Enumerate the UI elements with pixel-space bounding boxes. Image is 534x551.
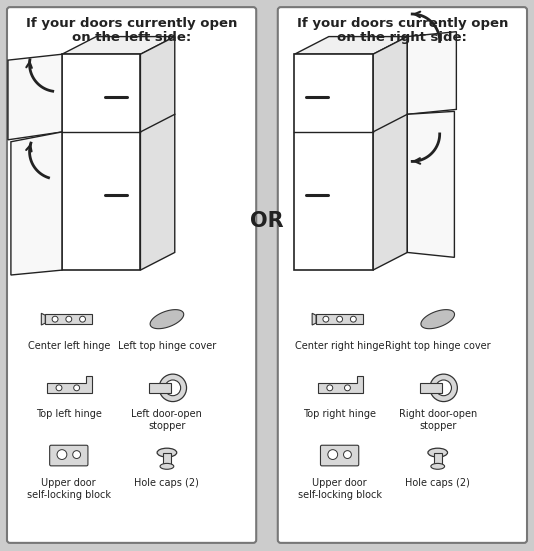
Polygon shape: [8, 54, 62, 140]
Circle shape: [430, 374, 457, 402]
Text: Upper door
self-locking block: Upper door self-locking block: [297, 478, 382, 500]
Bar: [62, 54, 140, 270]
FancyBboxPatch shape: [7, 7, 256, 543]
Text: on the right side:: on the right side:: [337, 31, 467, 44]
Text: Left top hinge cover: Left top hinge cover: [118, 341, 216, 351]
Polygon shape: [47, 376, 92, 393]
Text: Right door-open
stopper: Right door-open stopper: [398, 409, 477, 431]
FancyBboxPatch shape: [320, 445, 359, 466]
Circle shape: [159, 374, 186, 402]
Text: Left door-open
stopper: Left door-open stopper: [131, 409, 202, 431]
Circle shape: [327, 385, 333, 391]
Circle shape: [73, 451, 81, 458]
Polygon shape: [62, 36, 175, 54]
Bar: [150, 383, 171, 393]
Text: If your doors currently open: If your doors currently open: [26, 17, 237, 30]
Bar: [316, 314, 363, 324]
Text: Center right hinge: Center right hinge: [295, 341, 384, 351]
Text: OR: OR: [250, 211, 284, 231]
Text: Upper door
self-locking block: Upper door self-locking block: [27, 478, 111, 500]
Polygon shape: [407, 111, 454, 257]
Polygon shape: [140, 36, 175, 270]
Polygon shape: [373, 36, 407, 270]
Polygon shape: [294, 36, 407, 54]
Circle shape: [74, 385, 80, 391]
Ellipse shape: [157, 448, 177, 457]
Text: Right top hinge cover: Right top hinge cover: [385, 341, 491, 351]
FancyBboxPatch shape: [50, 445, 88, 466]
Polygon shape: [407, 31, 457, 114]
Circle shape: [323, 316, 329, 322]
Bar: [294, 54, 373, 270]
Text: Top right hinge: Top right hinge: [303, 409, 376, 419]
Text: on the left side:: on the left side:: [72, 31, 191, 44]
Polygon shape: [312, 314, 316, 325]
Circle shape: [343, 451, 351, 458]
Ellipse shape: [428, 448, 447, 457]
Circle shape: [52, 316, 58, 322]
FancyBboxPatch shape: [278, 7, 527, 543]
Text: Hole caps (2): Hole caps (2): [405, 478, 470, 488]
Text: If your doors currently open: If your doors currently open: [297, 17, 508, 30]
Text: Hole caps (2): Hole caps (2): [135, 478, 199, 488]
Bar: [45, 314, 92, 324]
Bar: [434, 452, 442, 466]
Circle shape: [165, 380, 180, 396]
Circle shape: [56, 385, 62, 391]
Polygon shape: [11, 132, 62, 275]
Ellipse shape: [431, 463, 445, 469]
Circle shape: [66, 316, 72, 322]
Circle shape: [57, 450, 67, 460]
Polygon shape: [41, 314, 45, 325]
Polygon shape: [318, 376, 363, 393]
Circle shape: [80, 316, 85, 322]
Circle shape: [436, 380, 451, 396]
Circle shape: [350, 316, 356, 322]
Polygon shape: [421, 310, 454, 329]
Bar: [163, 452, 171, 466]
Bar: [420, 383, 442, 393]
Text: Top left hinge: Top left hinge: [36, 409, 102, 419]
Circle shape: [336, 316, 342, 322]
Text: Center left hinge: Center left hinge: [28, 341, 110, 351]
Ellipse shape: [160, 463, 174, 469]
Circle shape: [328, 450, 337, 460]
Circle shape: [344, 385, 350, 391]
Polygon shape: [150, 310, 184, 329]
